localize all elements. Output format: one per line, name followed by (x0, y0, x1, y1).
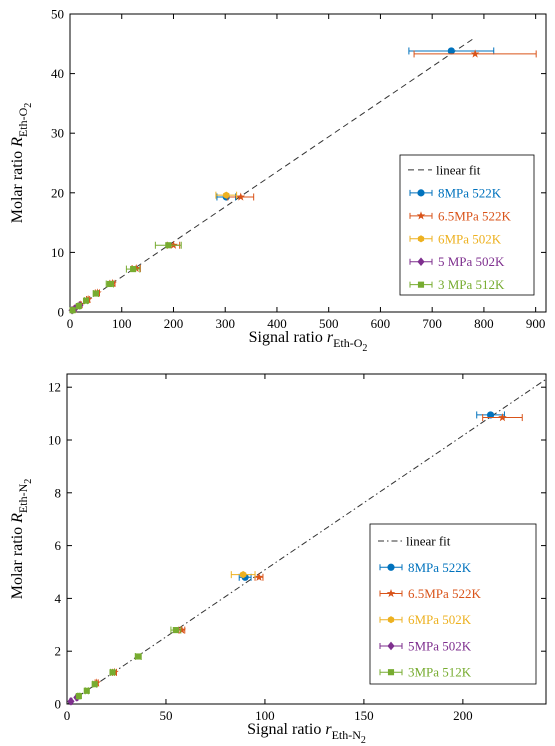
y-tick-label: 50 (51, 7, 64, 22)
x-axis-label: Signal ratio rEth-N2 (247, 721, 366, 746)
legend-marker (387, 669, 395, 676)
legend-label: 8MPa 522K (408, 560, 472, 575)
x-tick-label: 0 (67, 316, 74, 331)
data-point (172, 627, 179, 634)
legend-box (399, 154, 535, 296)
legend-label: 6MPa 502K (438, 231, 502, 246)
legend-marker (417, 235, 425, 243)
legend: linear fit 8MPa 522K 6.5MPa 522K 6MPa 502K 5… (399, 154, 535, 296)
x-tick-label: 900 (526, 316, 546, 331)
x-tick-label: 800 (474, 316, 494, 331)
x-tick-label: 0 (64, 708, 71, 723)
data-point (131, 264, 141, 273)
legend-label: 6.5MPa 522K (438, 208, 512, 223)
legend-marker (386, 589, 396, 598)
legend-marker (387, 563, 395, 571)
legend-label: 3MPa 512K (408, 665, 472, 680)
data-point (470, 49, 480, 58)
data-point (498, 413, 507, 422)
data-point (92, 290, 99, 297)
legend-label: 6MPa 502K (408, 612, 472, 627)
legend: linear fit 8MPa 522K 6.5MPa 522K 6MPa 502K 5… (369, 523, 537, 685)
y-tick-label: 0 (55, 697, 62, 712)
data-point (109, 669, 116, 676)
x-axis-label: Signal ratio rEth-O2 (249, 329, 368, 354)
data-point (67, 697, 75, 706)
chart-panel-2: 0 50 100 150 200 0 2 4 6 8 10 12 Signal ratio rEth-N… (9, 373, 547, 746)
y-tick-label: 10 (48, 433, 61, 448)
plot-frame (69, 13, 547, 313)
data-point (83, 687, 90, 694)
y-tick-label: 30 (51, 126, 64, 141)
y-tick-label: 10 (51, 245, 64, 260)
data-point (236, 192, 245, 201)
fit-line (69, 37, 475, 313)
chart-panel-1: 0 100 200 300 400 500 600 700 800 900 0 10 20 30 40 50 S… (9, 7, 547, 354)
legend-label: 5 MPa 502K (438, 254, 505, 269)
y-axis-label: Molar ratio REth-O2 (9, 103, 34, 224)
y-tick-label: 8 (55, 485, 62, 500)
legend-marker (417, 281, 425, 288)
data-point (106, 280, 113, 288)
y-tick-label: 4 (55, 591, 62, 606)
y-tick-label: 40 (51, 66, 64, 81)
data-point (135, 653, 142, 660)
x-tick-label: 600 (371, 316, 391, 331)
y-tick-label: 6 (55, 538, 62, 553)
legend-marker (417, 189, 425, 197)
data-point (130, 266, 137, 273)
series-hexagon (230, 571, 256, 579)
x-tick-label: 50 (159, 708, 172, 723)
legend-label: 5MPa 502K (408, 638, 472, 653)
y-axis-label: Molar ratio REth-N2 (9, 479, 34, 600)
x-tick-label: 200 (453, 708, 473, 723)
x-tick-label: 100 (112, 316, 132, 331)
legend-fit-label: linear fit (406, 534, 451, 549)
legend-fit-label: linear fit (436, 162, 481, 177)
x-tick-label: 150 (354, 708, 374, 723)
data-point (254, 572, 264, 581)
legend-label: 6.5MPa 522K (408, 586, 482, 601)
data-point (177, 625, 187, 634)
y-tick-label: 0 (58, 305, 65, 320)
data-point (447, 47, 455, 55)
data-point (486, 411, 495, 419)
legend-marker (387, 616, 395, 624)
legend-marker (417, 257, 425, 267)
x-tick-label: 200 (164, 316, 184, 331)
y-tick-label: 12 (48, 380, 61, 395)
legend-label: 3 MPa 512K (438, 277, 505, 292)
x-tick-label: 300 (215, 316, 235, 331)
data-point (82, 297, 90, 304)
series-square (69, 241, 182, 314)
legend-marker (416, 211, 426, 220)
plot-frame (66, 373, 547, 705)
y-tick-label: 2 (55, 644, 62, 659)
series-square (75, 626, 182, 700)
data-point (75, 693, 82, 700)
data-point (223, 191, 230, 199)
legend-marker (387, 641, 395, 651)
data-point (69, 307, 76, 314)
legend-label: 8MPa 522K (438, 185, 502, 200)
data-point (75, 302, 82, 310)
x-tick-label: 700 (422, 316, 442, 331)
legend-box (369, 523, 537, 685)
x-tick-label: 100 (255, 708, 275, 723)
x-tick-label: 500 (319, 316, 339, 331)
data-point (240, 571, 247, 579)
series-hexagon (215, 191, 238, 199)
fit-line (66, 378, 547, 705)
x-tick-label: 400 (267, 316, 287, 331)
data-point (91, 681, 98, 688)
y-tick-label: 20 (51, 185, 64, 200)
data-point (165, 242, 172, 249)
